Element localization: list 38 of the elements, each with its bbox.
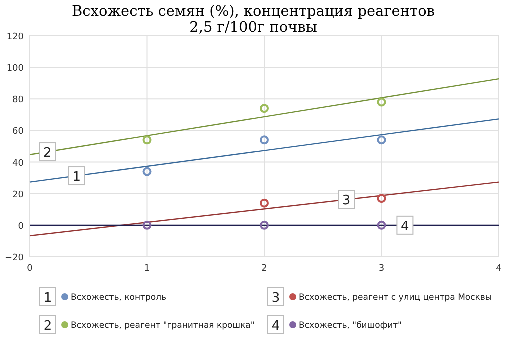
annotation: 3: [342, 194, 351, 209]
annotation: 2: [43, 146, 52, 162]
annotation: 1: [72, 170, 82, 186]
text: 1: [44, 291, 52, 306]
y-tick-label: 100: [6, 64, 24, 74]
point: [377, 220, 386, 230]
legend-label: Всхожесть, реагент "гранитная крошка": [71, 321, 255, 331]
x-tick-label: 0: [27, 264, 34, 274]
point: [260, 104, 269, 114]
x-tick-label: 1: [144, 264, 150, 274]
text: 2: [44, 319, 52, 334]
point: [260, 198, 269, 208]
y-tick-label: 20: [12, 190, 24, 200]
legend-label: Всхожесть, контроль: [71, 293, 167, 303]
point: [260, 136, 269, 145]
y-tick-label: 60: [12, 127, 24, 138]
y-tick-label: 80: [12, 96, 24, 106]
y-tick-label: 120: [6, 32, 24, 42]
y-tick-label: 0: [18, 222, 24, 232]
chart-title: Всхожесть семян (%), концентрация реагентов: [72, 4, 435, 20]
point: [377, 98, 386, 107]
chart-subtitle: 2,5 г/100г почвы: [190, 20, 318, 36]
point: [377, 136, 386, 145]
legend-label: Всхожесть, "бишофит": [299, 321, 402, 331]
legend-label: Всхожесть, реагент с улиц центра Москвы: [299, 293, 492, 303]
x-tick-label: 4: [496, 264, 502, 274]
point: [142, 136, 152, 145]
point: [260, 220, 269, 230]
x-tick-label: 2: [262, 264, 268, 274]
x-tick-label: 3: [378, 264, 385, 274]
y-tick-label: −20: [5, 254, 24, 264]
point: [142, 220, 152, 230]
point: [377, 194, 386, 204]
y-tick-label: 40: [12, 158, 24, 169]
annotation: 4: [401, 219, 410, 234]
point: [142, 167, 152, 176]
text: 4: [272, 319, 280, 334]
text: 3: [272, 291, 280, 306]
